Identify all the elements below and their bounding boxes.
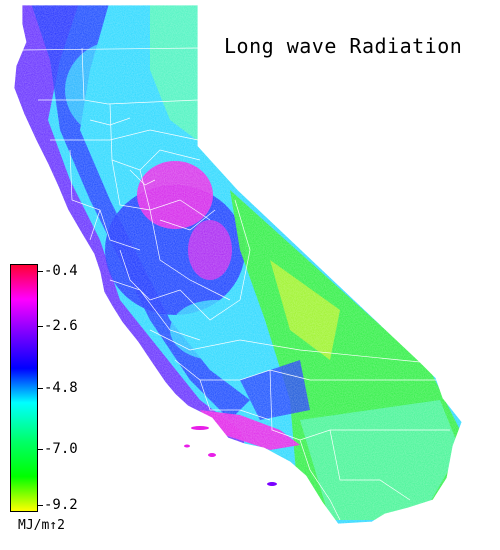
colorbar (10, 264, 38, 512)
colorbar-tick-label: -2.6 (44, 318, 78, 334)
colorbar-tick-label: -7.0 (44, 441, 78, 457)
colorbar-tick (37, 505, 43, 506)
colorbar-tick (37, 449, 43, 450)
state-outline (13, 4, 463, 525)
colorbar-tick (37, 326, 43, 327)
colorbar-tick-label: -0.4 (44, 263, 78, 279)
colorbar-tick-label: -4.8 (44, 380, 78, 396)
colorbar-gradient (11, 265, 37, 511)
map-title: Long wave Radiation (224, 34, 463, 58)
colorbar-units: MJ/m↑2 (18, 518, 65, 533)
colorbar-tick (37, 271, 43, 272)
channel-islands (184, 426, 277, 486)
county-boundaries (21, 47, 450, 521)
colorbar-tick-label: -9.2 (44, 497, 78, 513)
colorbar-tick (37, 388, 43, 389)
